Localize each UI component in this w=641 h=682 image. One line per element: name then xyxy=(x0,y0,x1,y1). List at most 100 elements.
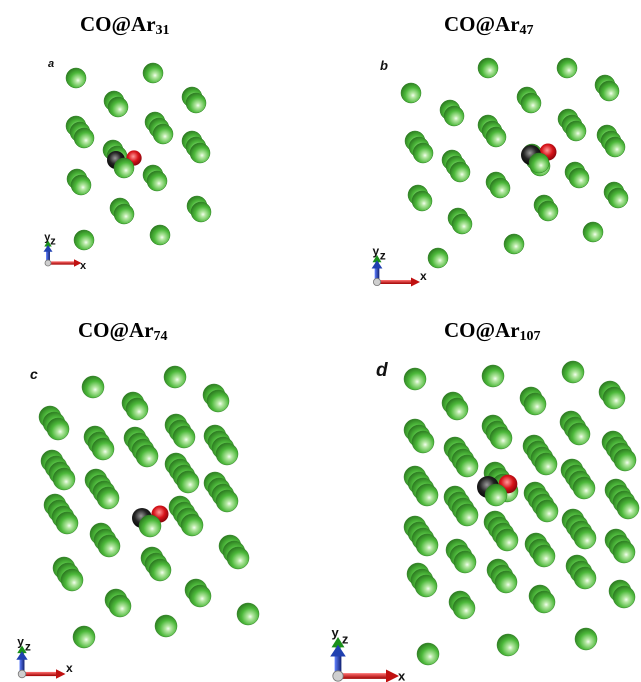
panel-a-structure: x y z xyxy=(43,62,212,272)
z-axis-arrow xyxy=(19,658,25,674)
argon-atom xyxy=(215,489,239,513)
argon-atom xyxy=(604,136,626,158)
argon-cluster xyxy=(403,360,640,666)
argon-atom xyxy=(46,417,70,441)
argon-atom xyxy=(574,627,598,651)
argon-atom xyxy=(107,96,129,118)
argon-atom xyxy=(455,454,479,478)
argon-atom xyxy=(149,224,171,246)
argon-atom xyxy=(125,397,149,421)
argon-atom xyxy=(215,442,239,466)
x-axis-label: x xyxy=(80,260,87,272)
argon-atom xyxy=(72,625,96,649)
argon-atom xyxy=(163,365,187,389)
x-axis-label: x xyxy=(398,669,406,682)
argon-atom xyxy=(411,190,433,212)
argon-atom xyxy=(481,364,505,388)
x-axis-arrowhead xyxy=(56,669,66,679)
argon-atom xyxy=(443,105,465,127)
axis-triad-icon: x y z xyxy=(16,635,73,679)
argon-cluster xyxy=(400,57,629,269)
argon-atom xyxy=(598,80,620,102)
argon-atom xyxy=(138,514,162,538)
argon-atom xyxy=(612,540,636,564)
argon-atom xyxy=(451,213,473,235)
z-axis-label: z xyxy=(380,249,386,263)
argon-atom xyxy=(60,568,84,592)
axis-triad-icon: x y z xyxy=(371,244,427,287)
x-axis-arrowhead xyxy=(411,277,420,287)
panel-a-letter: a xyxy=(48,58,55,70)
axis-triad-icon: x y z xyxy=(43,232,87,272)
x-axis-label: x xyxy=(66,661,73,675)
argon-atom xyxy=(206,389,230,413)
argon-atom xyxy=(532,544,556,568)
argon-atom xyxy=(190,201,212,223)
panel-b-letter: b xyxy=(380,58,388,73)
y-axis-label: y xyxy=(373,244,380,258)
argon-atom xyxy=(449,161,471,183)
argon-atom xyxy=(411,430,435,454)
argon-atom xyxy=(607,187,629,209)
argon-atom xyxy=(528,152,550,174)
y-axis-arrowhead xyxy=(372,255,382,263)
argon-atom xyxy=(172,425,196,449)
argon-atom xyxy=(185,92,207,114)
z-axis-label: z xyxy=(342,632,349,647)
argon-atom xyxy=(489,177,511,199)
argon-atom xyxy=(494,570,518,594)
z-axis-arrowhead xyxy=(43,245,53,252)
argon-atom xyxy=(495,528,519,552)
argon-atom xyxy=(146,170,168,192)
argon-atom xyxy=(477,57,499,79)
argon-atom xyxy=(613,448,637,472)
y-axis-arrowhead xyxy=(331,637,345,648)
argon-atom xyxy=(556,57,578,79)
argon-atom xyxy=(415,483,439,507)
argon-atom xyxy=(55,511,79,535)
argon-cluster xyxy=(65,62,212,251)
argon-atom xyxy=(113,157,135,179)
argon-atom xyxy=(403,367,427,391)
x-axis-arrow xyxy=(22,671,56,677)
argon-atom xyxy=(52,467,76,491)
x-axis-arrow xyxy=(48,261,74,265)
z-axis-arrow xyxy=(374,267,380,282)
x-axis-arrow xyxy=(338,673,386,679)
axis-origin-icon xyxy=(17,669,27,679)
panel-b-structure: x y z xyxy=(371,57,629,287)
z-axis-arrow xyxy=(46,251,50,263)
z-axis-label: z xyxy=(25,639,31,653)
axis-origin-icon xyxy=(44,259,52,267)
argon-atom xyxy=(489,426,513,450)
argon-atom xyxy=(188,584,212,608)
y-axis-label: y xyxy=(17,635,24,649)
y-axis-arrowhead xyxy=(44,240,52,247)
argon-atom xyxy=(445,397,469,421)
argon-atom xyxy=(537,200,559,222)
argon-atom xyxy=(226,546,250,570)
argon-atom xyxy=(236,602,260,626)
argon-atom xyxy=(612,585,636,609)
argon-atom xyxy=(176,470,200,494)
argon-atom xyxy=(108,594,132,618)
argon-atom xyxy=(81,375,105,399)
x-axis-label: x xyxy=(420,269,427,283)
argon-atom xyxy=(573,566,597,590)
argon-atom xyxy=(97,534,121,558)
argon-atom xyxy=(503,233,525,255)
argon-atom xyxy=(532,590,556,614)
x-axis-arrow xyxy=(377,280,411,284)
argon-atom xyxy=(416,642,440,666)
argon-atom xyxy=(573,526,597,550)
argon-atom xyxy=(427,247,449,269)
argon-atom xyxy=(453,550,477,574)
panel-d-letter: d xyxy=(376,360,388,381)
argon-atom xyxy=(73,229,95,251)
y-axis-label: y xyxy=(332,625,340,640)
argon-atom xyxy=(567,422,591,446)
y-axis-arrowhead xyxy=(17,645,27,654)
argon-atom xyxy=(535,499,559,523)
